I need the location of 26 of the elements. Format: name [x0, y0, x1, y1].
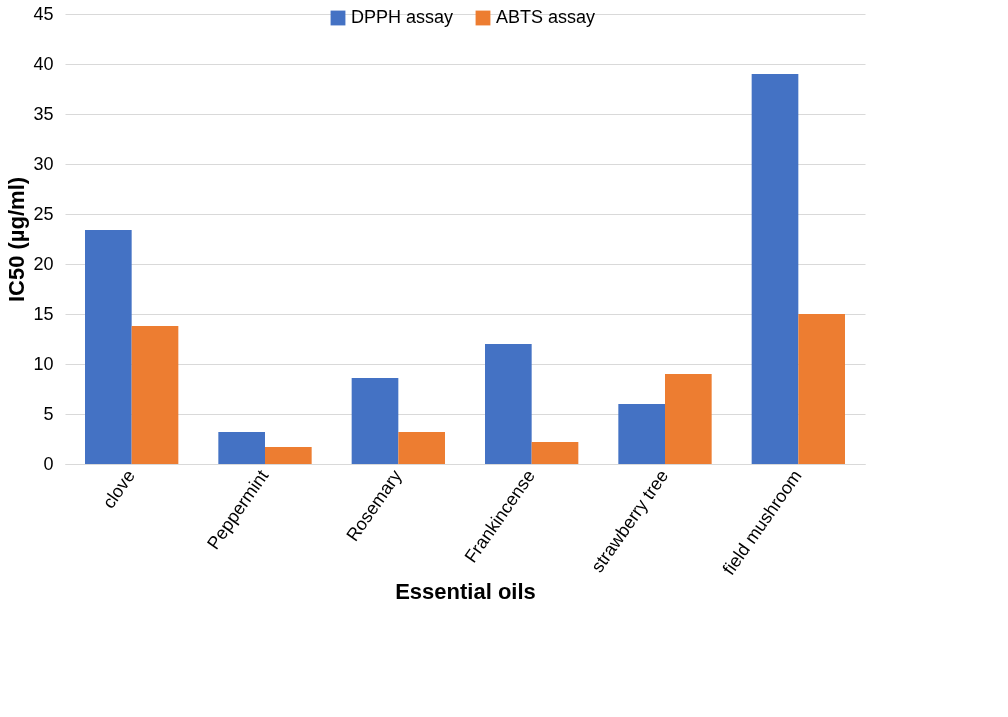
y-tick-label: 35: [33, 103, 54, 124]
bar: [798, 314, 845, 464]
bar: [665, 374, 712, 464]
bar: [265, 447, 312, 464]
y-tick-label: 25: [33, 203, 54, 224]
y-tick-label: 30: [33, 153, 54, 174]
y-axis-title: IC50 (µg/ml): [4, 176, 30, 303]
bar: [751, 74, 799, 464]
y-tick-label: 5: [43, 403, 54, 424]
y-tick-label: 0: [43, 453, 54, 474]
bar: [485, 344, 532, 464]
y-tick-label: 20: [33, 253, 54, 274]
y-tick-label: 45: [33, 3, 54, 24]
x-axis-title: Essential oils: [395, 579, 536, 605]
bar: [618, 404, 665, 464]
bar: [531, 442, 579, 464]
bar: [218, 432, 265, 464]
bar: [351, 378, 399, 464]
y-tick-label: 15: [33, 303, 54, 324]
bar: [131, 326, 179, 464]
y-tick-label: 10: [33, 353, 54, 374]
bar: [398, 432, 445, 464]
bar: [85, 230, 132, 464]
y-tick-label: 40: [33, 53, 54, 74]
legend-label: DPPH assay: [351, 7, 454, 27]
legend-label: ABTS assay: [496, 7, 596, 27]
